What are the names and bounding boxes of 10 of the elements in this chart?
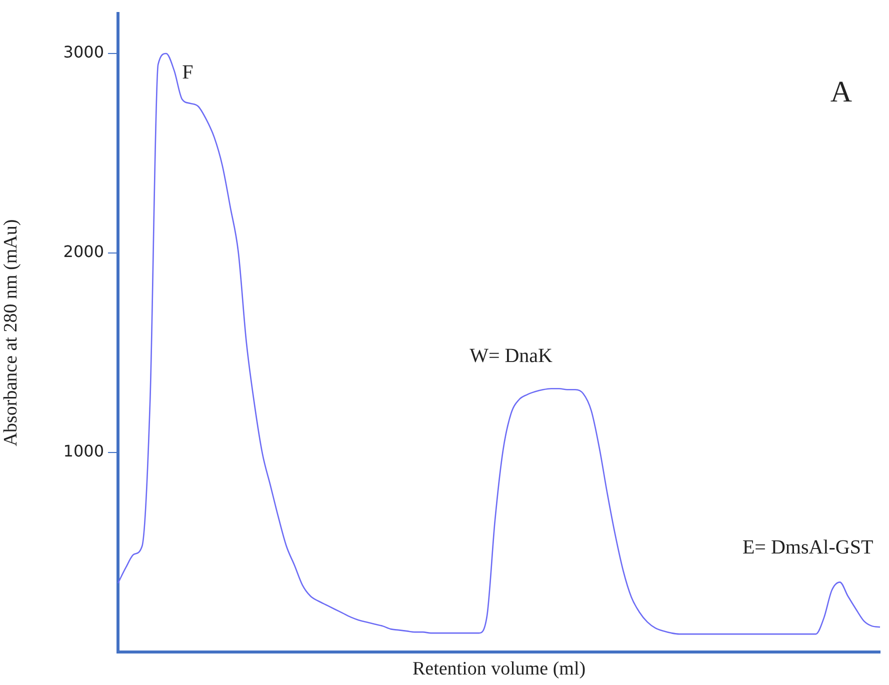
annotation: W= DnaK: [470, 344, 554, 367]
y-tick-label: 3000: [63, 42, 104, 62]
annotation: E= DmsAl-GST: [742, 536, 874, 559]
annotation: F: [182, 62, 194, 84]
annotation: A: [830, 75, 852, 108]
y-axis-title: Absorbance at 280 nm (mAu): [0, 219, 22, 446]
line-series: [117, 52, 881, 635]
y-tick-label: 2000: [63, 242, 104, 262]
y-tick-label: 1000: [63, 442, 104, 461]
x-axis-title: Retention volume (ml): [412, 658, 586, 680]
